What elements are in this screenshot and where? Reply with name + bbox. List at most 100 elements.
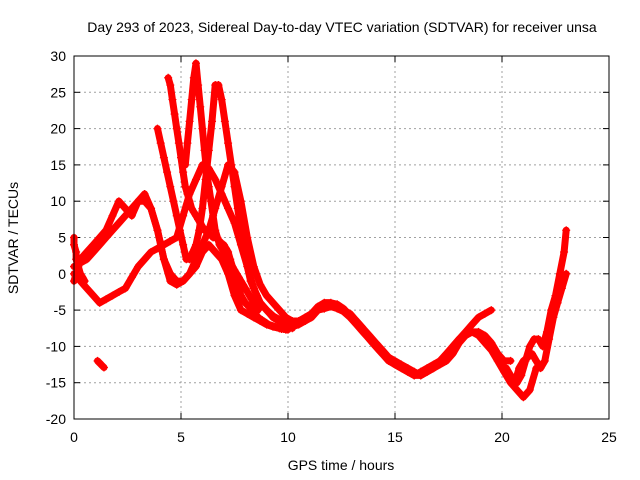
data-point — [435, 360, 444, 369]
data-point — [468, 327, 477, 336]
data-point — [254, 306, 263, 315]
data-point — [174, 139, 183, 148]
data-point — [121, 284, 130, 293]
data-point — [378, 349, 387, 358]
data-point — [172, 211, 181, 220]
data-point — [545, 335, 554, 344]
y-tick-label: -10 — [46, 338, 66, 354]
data-point — [72, 255, 81, 264]
data-point — [89, 248, 98, 257]
data-point — [156, 139, 165, 148]
data-point — [448, 349, 457, 358]
data-point — [557, 284, 566, 293]
series-trace-2 — [70, 160, 515, 380]
data-point — [523, 353, 532, 362]
plot-frame — [73, 55, 610, 420]
data-point — [159, 153, 168, 162]
data-point — [181, 160, 190, 169]
data-point — [553, 298, 562, 307]
data-point — [175, 226, 184, 235]
y-tick-label: 20 — [50, 121, 66, 137]
data-point — [423, 367, 432, 376]
data-point — [179, 168, 188, 177]
data-point — [474, 331, 483, 340]
data-point — [391, 360, 399, 369]
data-point — [224, 139, 233, 148]
data-point — [211, 248, 220, 257]
data-point — [519, 393, 528, 402]
data-point — [281, 313, 290, 322]
data-point — [480, 309, 489, 318]
data-point — [502, 364, 511, 373]
x-tick-label: 10 — [280, 429, 296, 445]
data-point — [519, 356, 528, 365]
data-point — [185, 197, 194, 206]
data-point — [455, 338, 464, 347]
data-point — [491, 349, 500, 358]
data-point — [495, 356, 504, 365]
x-tick-label: 25 — [601, 429, 617, 445]
data-point — [166, 269, 175, 278]
data-point — [179, 277, 188, 286]
series-trace-8 — [502, 269, 571, 387]
data-point — [108, 226, 117, 235]
data-point — [168, 95, 177, 104]
data-point — [185, 269, 194, 278]
data-point — [179, 240, 188, 249]
data-point — [82, 255, 91, 264]
series-trace-4 — [153, 81, 297, 333]
data-point — [147, 248, 156, 257]
data-point — [358, 327, 367, 336]
data-point — [243, 262, 252, 271]
data-point — [211, 175, 220, 184]
data-point — [249, 284, 258, 293]
data-point — [480, 338, 489, 347]
data-point — [121, 211, 130, 220]
data-point — [204, 182, 213, 191]
grid-lines — [73, 55, 610, 420]
y-tick-label: 0 — [58, 266, 66, 282]
data-point — [487, 342, 496, 351]
data-point — [243, 309, 252, 318]
data-point — [89, 291, 98, 300]
data-point — [166, 81, 175, 90]
x-tick-label: 0 — [70, 429, 78, 445]
data-point — [527, 349, 536, 358]
data-point — [236, 306, 245, 315]
data-point — [562, 269, 571, 278]
data-point — [224, 204, 233, 213]
series-trace-10 — [93, 356, 108, 372]
series-trace-6 — [181, 59, 263, 315]
data-point — [262, 291, 271, 300]
data-point — [211, 226, 220, 235]
x-tick-label: 15 — [387, 429, 403, 445]
data-point — [313, 306, 322, 315]
data-point — [230, 182, 239, 191]
data-point — [474, 313, 483, 322]
data-point — [217, 95, 226, 104]
y-tick-label: 5 — [58, 230, 66, 246]
data-point — [365, 335, 374, 344]
data-point — [166, 182, 175, 191]
data-point — [284, 325, 292, 334]
data-point — [506, 371, 515, 380]
data-point — [468, 320, 477, 329]
data-point — [108, 291, 117, 300]
data-point — [153, 226, 162, 235]
y-tick-label: -20 — [46, 411, 66, 427]
chart-title: Day 293 of 2023, Sidereal Day-to-day VTE… — [87, 19, 597, 35]
series-trace-1 — [70, 189, 496, 380]
data-point — [127, 204, 136, 213]
data-point — [191, 59, 200, 68]
data-point — [301, 313, 310, 322]
data-point — [510, 378, 519, 387]
data-point — [196, 102, 205, 111]
data-point — [515, 364, 524, 373]
data-point — [127, 273, 136, 282]
data-point — [169, 197, 178, 206]
data-point — [114, 218, 123, 227]
data-point — [227, 160, 236, 169]
data-point — [134, 262, 143, 271]
data-point — [217, 182, 226, 191]
data-point — [536, 364, 545, 373]
